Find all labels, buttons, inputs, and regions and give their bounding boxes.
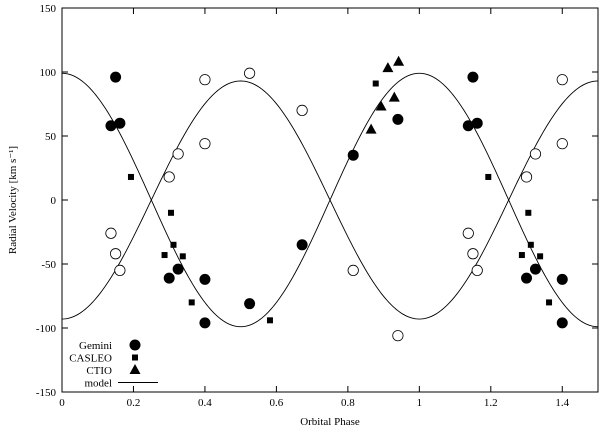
gemini-secondary-point <box>199 74 211 86</box>
model-curve-secondary <box>62 80 598 320</box>
x-tick-label: 0.8 <box>341 397 355 409</box>
x-tick-label: 0.4 <box>198 397 212 409</box>
ctio-point <box>375 100 387 111</box>
gemini-secondary-point <box>105 227 117 239</box>
x-tick-label: 0 <box>59 397 65 409</box>
ctio-point <box>388 91 400 102</box>
gemini-primary-point <box>199 273 211 285</box>
legend-label: model <box>85 378 113 390</box>
gemini-secondary-point <box>392 330 404 342</box>
casleo-point <box>170 241 177 248</box>
casleo-point <box>127 173 134 180</box>
y-tick-label: -150 <box>36 387 57 399</box>
casleo-point <box>372 80 379 87</box>
data-points <box>105 55 568 342</box>
gemini-primary-point <box>199 317 211 329</box>
x-axis-ticks: 0 0.2 0.4 0.6 0.8 1 1.2 1.4 <box>59 8 570 409</box>
gemini-secondary-point <box>244 67 256 79</box>
gemini-primary-point <box>244 298 256 310</box>
gemini-primary-point <box>556 317 568 329</box>
gemini-primary-point <box>105 120 117 132</box>
gemini-primary-point <box>347 149 359 161</box>
y-tick-label: -50 <box>41 259 56 271</box>
gemini-primary-point <box>296 239 308 251</box>
gemini-secondary-point <box>172 148 184 160</box>
gemini-secondary-point <box>556 138 568 150</box>
y-axis-label: Radial Velocity [km s⁻¹] <box>7 146 19 254</box>
y-tick-label: -100 <box>36 323 57 335</box>
casleo-point <box>179 253 186 260</box>
ctio-point <box>393 55 405 66</box>
casleo-point <box>518 252 525 259</box>
gemini-primary-point <box>172 263 184 275</box>
gemini-secondary-point <box>471 264 483 276</box>
gemini-primary-point <box>163 272 175 284</box>
gemini-secondary-point <box>347 264 359 276</box>
x-tick-label: 0.6 <box>270 397 284 409</box>
casleo-point <box>527 241 534 248</box>
casleo-point <box>188 299 195 306</box>
gemini-primary-point <box>392 113 404 125</box>
x-tick-label: 1 <box>417 397 423 409</box>
gemini-secondary-point <box>114 264 126 276</box>
x-axis-label: Orbital Phase <box>300 416 360 428</box>
x-tick-label: 1.2 <box>484 397 498 409</box>
gemini-secondary-point <box>296 104 308 117</box>
casleo-point <box>167 209 174 216</box>
y-tick-label: 50 <box>45 131 57 143</box>
x-tick-label: 1.4 <box>555 397 569 409</box>
legend-label: CASLEO <box>69 353 112 365</box>
gemini-primary-point <box>110 71 122 83</box>
legend-casleo-symbol <box>132 354 138 361</box>
gemini-secondary-point <box>163 171 175 183</box>
casleo-point <box>546 299 553 306</box>
ctio-point <box>382 62 394 73</box>
gemini-primary-point <box>556 273 568 285</box>
gemini-primary-point <box>114 117 126 129</box>
y-tick-label: 150 <box>40 3 57 15</box>
gemini-secondary-point <box>462 227 474 239</box>
gemini-primary-point <box>529 263 541 275</box>
gemini-secondary-point <box>199 138 211 150</box>
gemini-secondary-point <box>467 248 479 260</box>
gemini-secondary-point <box>110 248 122 260</box>
ctio-point <box>365 123 377 134</box>
y-axis-ticks: -150 -100 -50 0 50 100 150 <box>36 3 598 399</box>
casleo-point <box>525 209 532 216</box>
legend-label: CTIO <box>86 365 112 377</box>
y-tick-label: 100 <box>40 67 57 79</box>
y-tick-label: 0 <box>51 195 57 207</box>
gemini-primary-point <box>467 71 479 83</box>
gemini-secondary-point <box>556 74 568 86</box>
legend-label: Gemini <box>79 340 112 352</box>
casleo-point <box>161 252 168 259</box>
x-tick-label: 0.2 <box>127 397 141 409</box>
model-curves <box>62 72 598 328</box>
casleo-point <box>266 317 273 324</box>
legend-ctio-symbol <box>129 364 141 374</box>
gemini-primary-point <box>462 120 474 132</box>
gemini-secondary-point <box>529 148 542 160</box>
gemini-primary-point <box>521 272 533 284</box>
gemini-primary-point <box>471 117 483 129</box>
casleo-point <box>485 173 492 180</box>
casleo-point <box>537 253 544 260</box>
legend-gemini-symbol <box>129 339 141 351</box>
gemini-secondary-point <box>520 171 533 183</box>
